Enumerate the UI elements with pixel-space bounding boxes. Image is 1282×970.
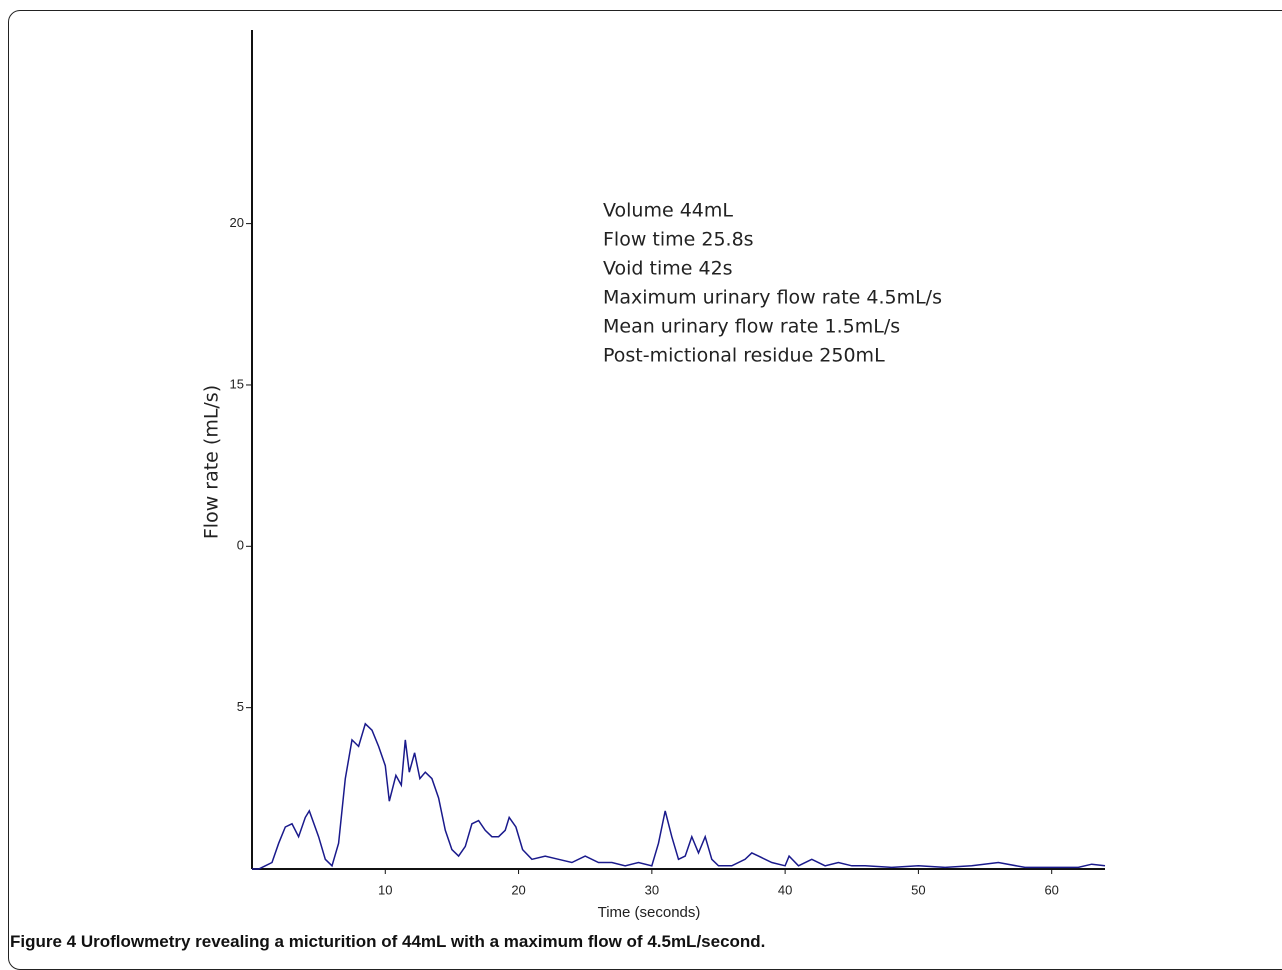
y-axis-label: Flow rate (mL/s) [201, 385, 223, 539]
x-tick-label: 50 [911, 882, 925, 897]
annotation: Void time 42s [603, 258, 733, 280]
y-tick-label: 15 [230, 376, 244, 391]
x-axis-label: Time (seconds) [598, 904, 701, 921]
annotation: Volume 44mL [603, 200, 733, 222]
x-tick-label: 60 [1044, 882, 1058, 897]
y-tick-label: 5 [237, 699, 244, 714]
x-tick-label: 20 [511, 882, 525, 897]
x-tick-label: 40 [778, 882, 792, 897]
caption-label: Figure 4 [10, 932, 77, 951]
x-tick-label: 10 [378, 882, 392, 897]
y-tick-label: 0 [237, 538, 244, 553]
flow-line [252, 722, 1106, 870]
annotation: Flow time 25.8s [603, 229, 754, 251]
annotation: Mean urinary flow rate 1.5mL/s [603, 316, 900, 338]
caption-text: Uroflowmetry revealing a micturition of … [80, 932, 766, 951]
y-tick-label: 20 [230, 215, 244, 230]
annotation: Maximum urinary flow rate 4.5mL/s [603, 287, 942, 309]
annotation: Post-mictional residue 250mL [603, 345, 885, 367]
x-tick-label: 30 [645, 882, 659, 897]
caption: Figure 4 Uroflowmetry revealing a mictur… [10, 932, 765, 952]
